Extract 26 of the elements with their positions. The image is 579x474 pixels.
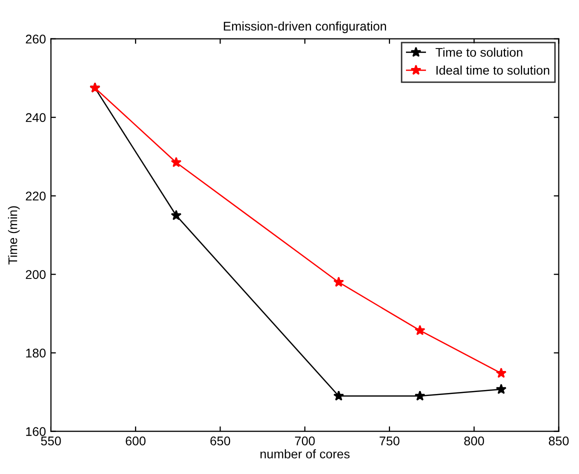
y-tick-label: 180 bbox=[26, 348, 46, 358]
point bbox=[414, 390, 426, 401]
point bbox=[333, 276, 344, 287]
point bbox=[333, 390, 344, 401]
x-tick-label: 800 bbox=[464, 436, 484, 446]
y-tick-label: 260 bbox=[26, 34, 46, 44]
point bbox=[496, 384, 507, 394]
chart-title: Emission-driven configuration bbox=[224, 21, 386, 34]
point bbox=[496, 368, 507, 378]
point bbox=[170, 156, 182, 168]
point bbox=[414, 324, 426, 336]
y-tick-label: 220 bbox=[26, 192, 46, 201]
x-tick-label: 600 bbox=[126, 436, 146, 446]
legend-label: Ideal time to solution bbox=[436, 66, 550, 75]
point bbox=[170, 210, 182, 220]
x-tick-label: 700 bbox=[295, 436, 315, 446]
y-tick-label: 240 bbox=[26, 113, 46, 122]
x-tick-label: 550 bbox=[41, 436, 61, 446]
x-tick-label: 750 bbox=[380, 436, 400, 446]
y-tick-label: 160 bbox=[26, 427, 46, 436]
x-axis-title: number of cores bbox=[260, 449, 350, 458]
x-tick-label: 850 bbox=[548, 436, 569, 446]
x-tick-label: 650 bbox=[210, 436, 230, 446]
y-tick-label: 200 bbox=[26, 270, 46, 280]
y-axis-title: Time (min) bbox=[8, 206, 20, 264]
legend-label: Time to solution bbox=[436, 48, 522, 57]
